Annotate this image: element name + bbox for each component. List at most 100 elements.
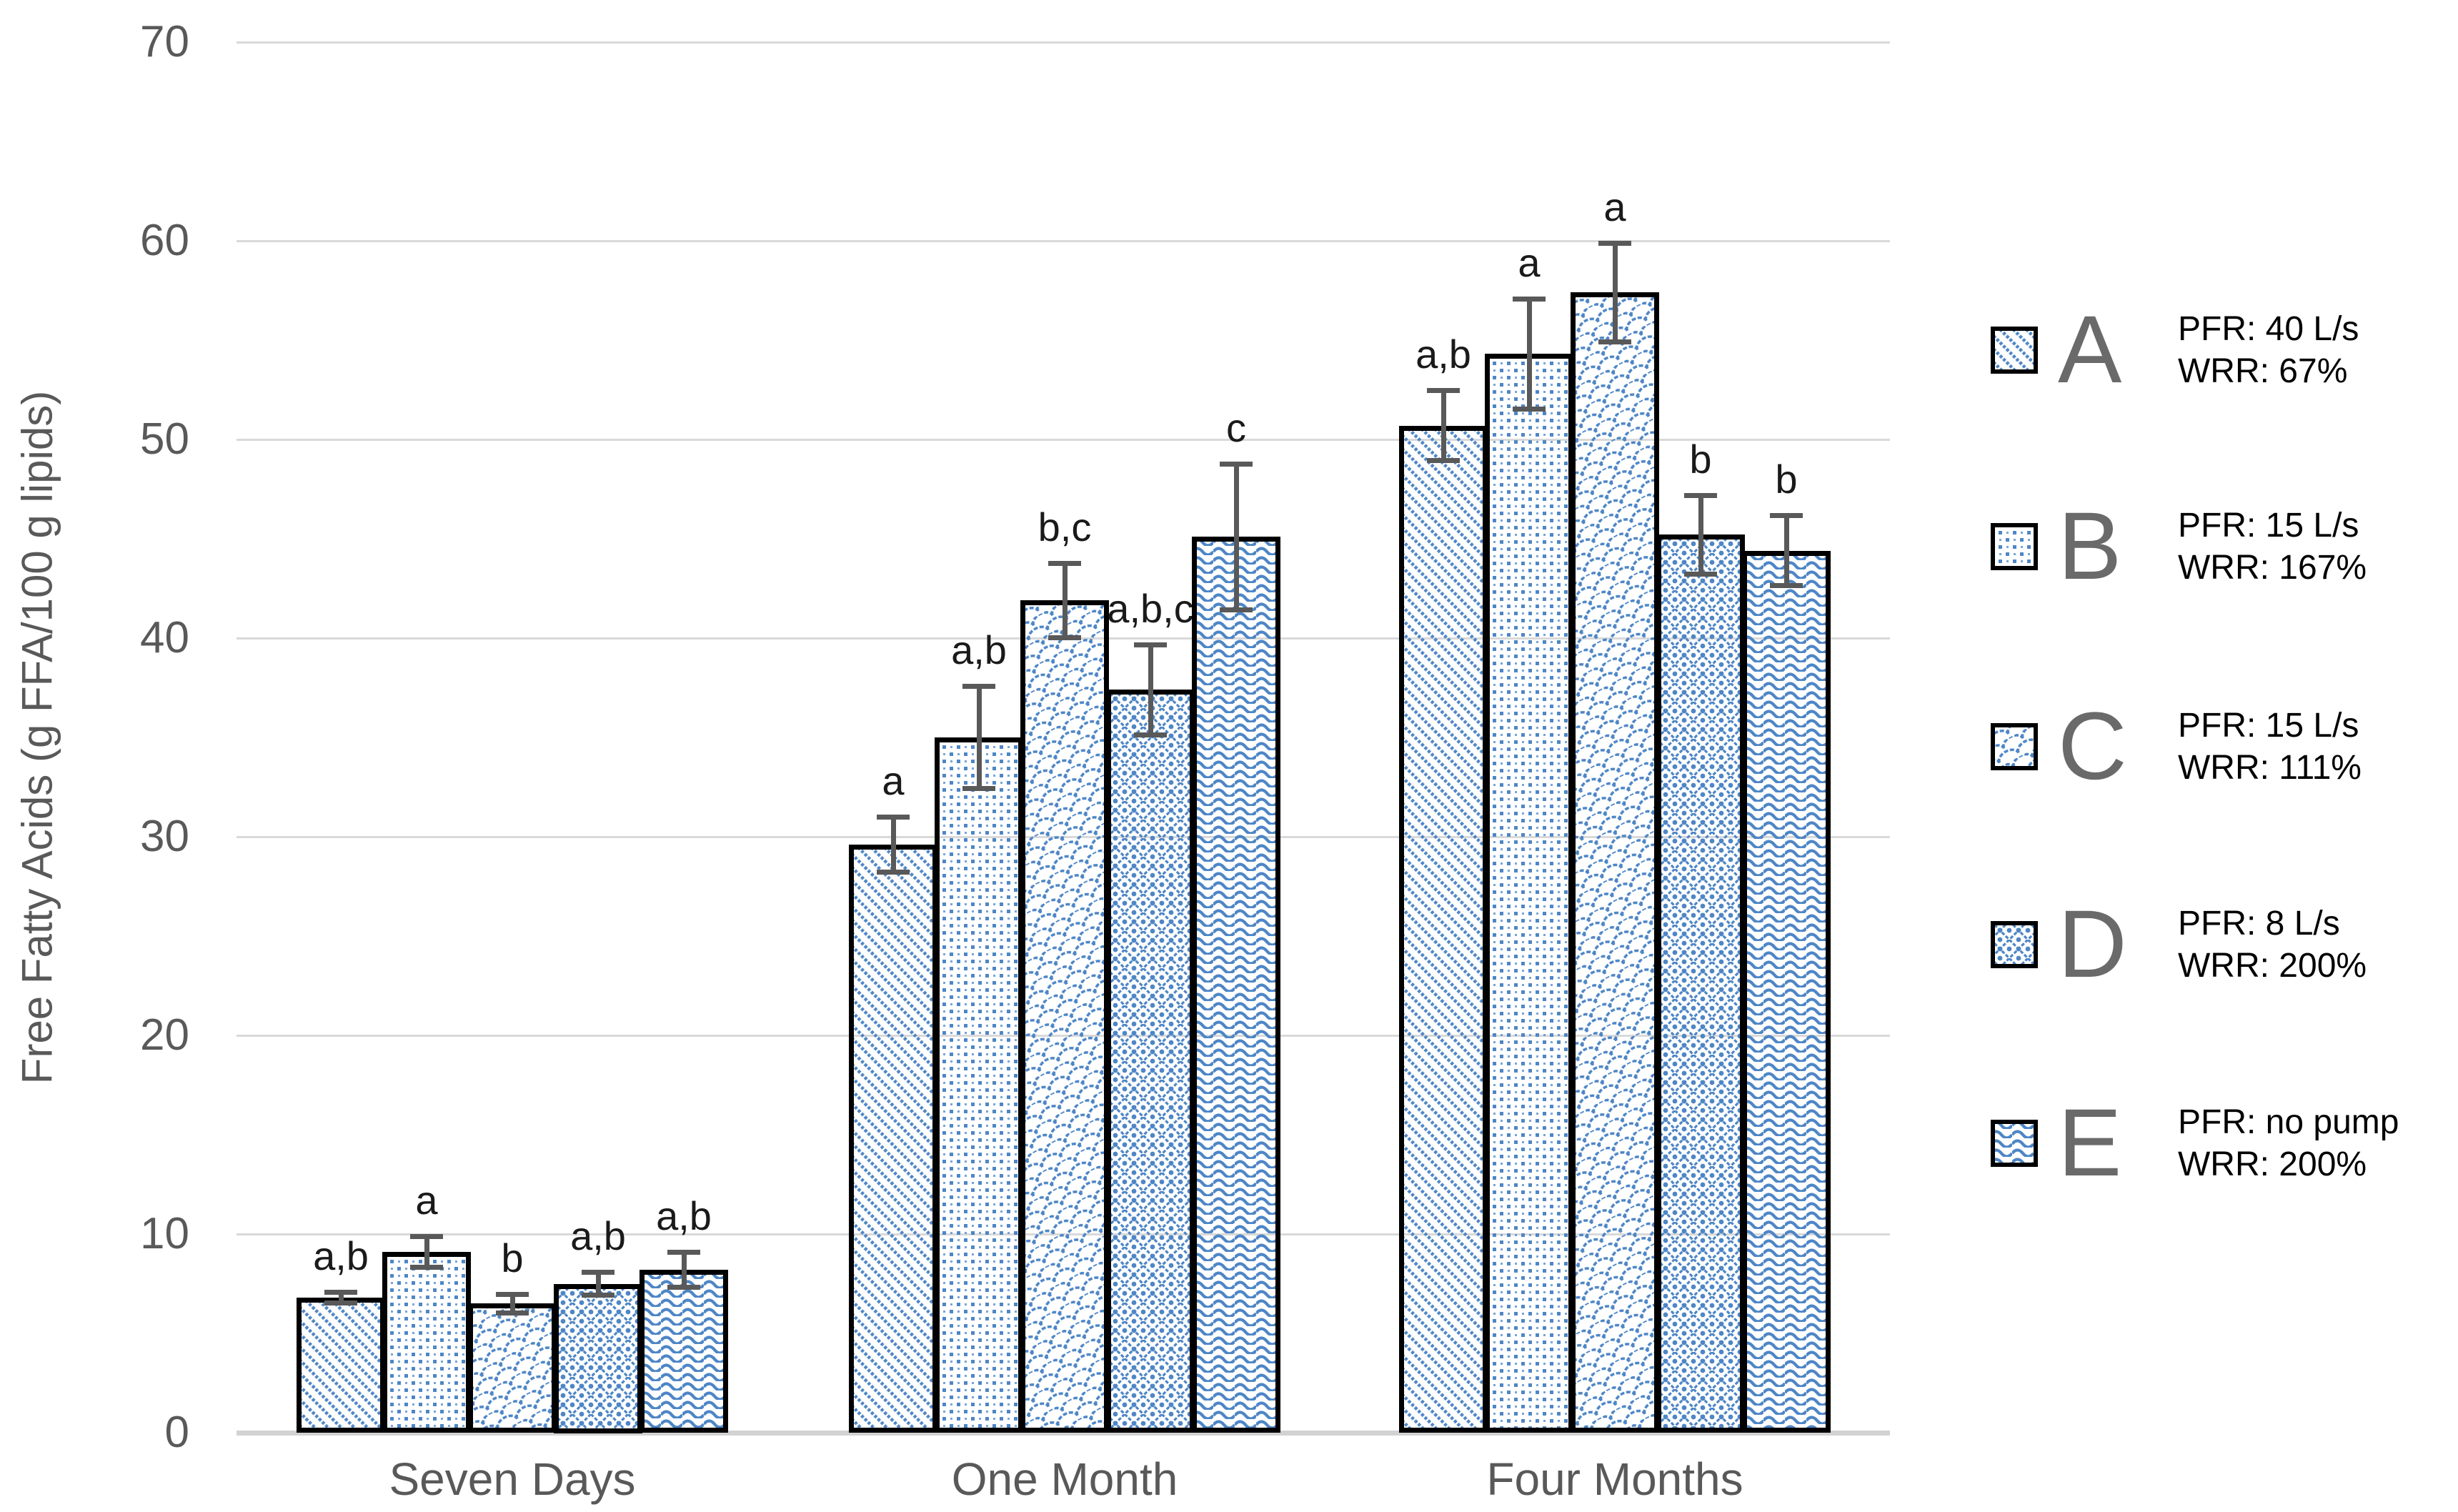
error-bar-stem bbox=[681, 1250, 687, 1290]
legend-series-letter-D: D bbox=[2058, 891, 2127, 998]
significance-letter: a bbox=[1603, 184, 1626, 229]
significance-letter: a,b bbox=[1415, 331, 1471, 377]
bar-E-seven-days bbox=[640, 1270, 728, 1433]
bar-C-seven-days bbox=[468, 1303, 557, 1433]
significance-letter: a,b,c bbox=[1107, 585, 1194, 631]
significance-letter: a bbox=[415, 1178, 438, 1223]
legend-entry-E: E PFR: no pump WRR: 200% bbox=[1991, 1090, 2399, 1197]
legend-swatch-B-pattern-icon bbox=[1991, 523, 2038, 570]
error-bar-cap-bottom bbox=[496, 1310, 529, 1315]
error-bar-stem bbox=[1062, 560, 1068, 640]
error-bar bbox=[667, 1250, 700, 1290]
legend-swatch-A-pattern-icon bbox=[1991, 327, 2038, 374]
error-bar-cap-bottom bbox=[1134, 732, 1167, 737]
gridline bbox=[237, 438, 1890, 441]
bar-B-one-month bbox=[935, 737, 1023, 1433]
y-axis-title: Free Fatty Acids (g FFA/100 g lipids) bbox=[13, 390, 61, 1085]
y-tick-label: 40 bbox=[140, 613, 189, 662]
legend-text-line-pfr: PFR: 8 L/s bbox=[2178, 905, 2340, 942]
significance-letter: a,b bbox=[570, 1213, 626, 1259]
error-bar-stem bbox=[890, 815, 896, 875]
bar-A-four-months bbox=[1399, 425, 1488, 1433]
error-bar bbox=[1134, 642, 1167, 737]
legend-entry-A: A PFR: 40 L/s WRR: 67% bbox=[1991, 297, 2359, 404]
significance-letter: c bbox=[1226, 404, 1246, 450]
legend-swatch-C-pattern-icon bbox=[1991, 723, 2038, 770]
legend-text-line-pfr: PFR: no pump bbox=[2178, 1103, 2399, 1141]
legend-swatch-E-pattern-icon bbox=[1991, 1120, 2038, 1167]
legend-entry-D: D PFR: 8 L/s WRR: 200% bbox=[1991, 891, 2367, 998]
error-bar-cap-top bbox=[1598, 241, 1631, 246]
legend-text-line-wrr: WRR: 111% bbox=[2178, 749, 2362, 787]
error-bar-cap-top bbox=[1048, 560, 1081, 566]
x-category-label-0: Seven Days bbox=[389, 1453, 636, 1505]
error-bar-cap-top bbox=[1220, 461, 1253, 467]
significance-letter: a bbox=[1518, 239, 1541, 285]
error-bar bbox=[410, 1234, 443, 1270]
error-bar-stem bbox=[1612, 241, 1618, 344]
error-bar-cap-top bbox=[496, 1291, 529, 1297]
legend-text-line-wrr: WRR: 200% bbox=[2178, 947, 2367, 985]
bar-E-four-months bbox=[1742, 550, 1831, 1433]
error-bar bbox=[1427, 387, 1460, 464]
bar-B-four-months bbox=[1485, 354, 1573, 1433]
legend-text-line-pfr: PFR: 40 L/s bbox=[2178, 310, 2359, 348]
y-tick-label: 20 bbox=[140, 1010, 189, 1060]
y-tick-label: 60 bbox=[140, 216, 189, 265]
error-bar-cap-bottom bbox=[877, 869, 910, 875]
legend-text-A: PFR: 40 L/s WRR: 67% bbox=[2178, 308, 2359, 392]
error-bar-stem bbox=[509, 1291, 515, 1315]
error-bar bbox=[1048, 560, 1081, 640]
error-bar-cap-bottom bbox=[962, 786, 995, 792]
significance-letter: b bbox=[1689, 437, 1712, 482]
error-bar-cap-bottom bbox=[1220, 607, 1253, 612]
significance-letter: a bbox=[882, 758, 905, 804]
x-category-label-2: Four Months bbox=[1486, 1453, 1743, 1505]
significance-letter: a,b bbox=[951, 627, 1007, 672]
gridline bbox=[237, 239, 1890, 242]
error-bar-cap-bottom bbox=[1427, 458, 1460, 464]
legend-series-letter-E: E bbox=[2058, 1090, 2122, 1196]
error-bar-stem bbox=[1441, 387, 1446, 464]
legend-text-line-wrr: WRR: 200% bbox=[2178, 1145, 2367, 1183]
error-bar-cap-top bbox=[582, 1270, 614, 1275]
y-tick-label: 10 bbox=[140, 1209, 189, 1258]
error-bar-stem bbox=[1233, 461, 1239, 612]
legend-swatch-D-pattern-icon bbox=[1991, 921, 2038, 968]
error-bar bbox=[324, 1289, 357, 1306]
error-bar-cap-bottom bbox=[667, 1284, 700, 1290]
error-bar-cap-top bbox=[324, 1289, 357, 1295]
error-bar-cap-top bbox=[1427, 387, 1460, 393]
significance-letter: a,b bbox=[313, 1233, 369, 1278]
legend-text-line-pfr: PFR: 15 L/s bbox=[2178, 507, 2359, 544]
error-bar-cap-top bbox=[410, 1234, 443, 1239]
error-bar-cap-top bbox=[1770, 512, 1803, 518]
bar-D-seven-days bbox=[554, 1283, 642, 1433]
legend-text-C: PFR: 15 L/s WRR: 111% bbox=[2178, 705, 2362, 789]
error-bar-stem bbox=[1148, 642, 1153, 737]
error-bar-cap-bottom bbox=[1770, 583, 1803, 589]
error-bar-stem bbox=[424, 1234, 429, 1270]
error-bar-cap-bottom bbox=[1513, 407, 1546, 412]
error-bar-stem bbox=[1526, 296, 1532, 412]
error-bar-cap-top bbox=[1513, 296, 1546, 302]
error-bar-cap-top bbox=[962, 683, 995, 689]
error-bar-stem bbox=[1783, 512, 1789, 589]
error-bar-cap-top bbox=[667, 1250, 700, 1255]
error-bar bbox=[496, 1291, 529, 1315]
significance-letter: b bbox=[1775, 456, 1798, 502]
legend-series-letter-B: B bbox=[2058, 493, 2122, 600]
legend-entry-B: B PFR: 15 L/s WRR: 167% bbox=[1991, 493, 2367, 600]
bar-C-four-months bbox=[1571, 292, 1659, 1433]
gridline bbox=[237, 41, 1890, 44]
bar-D-four-months bbox=[1656, 534, 1745, 1433]
error-bar-stem bbox=[976, 683, 982, 792]
legend-text-D: PFR: 8 L/s WRR: 200% bbox=[2178, 902, 2367, 987]
legend-text-B: PFR: 15 L/s WRR: 167% bbox=[2178, 504, 2367, 589]
error-bar bbox=[582, 1270, 614, 1298]
y-tick-label: 0 bbox=[164, 1408, 189, 1457]
legend-text-line-wrr: WRR: 67% bbox=[2178, 352, 2348, 390]
error-bar-cap-bottom bbox=[582, 1292, 614, 1298]
legend-text-line-pfr: PFR: 15 L/s bbox=[2178, 707, 2359, 745]
